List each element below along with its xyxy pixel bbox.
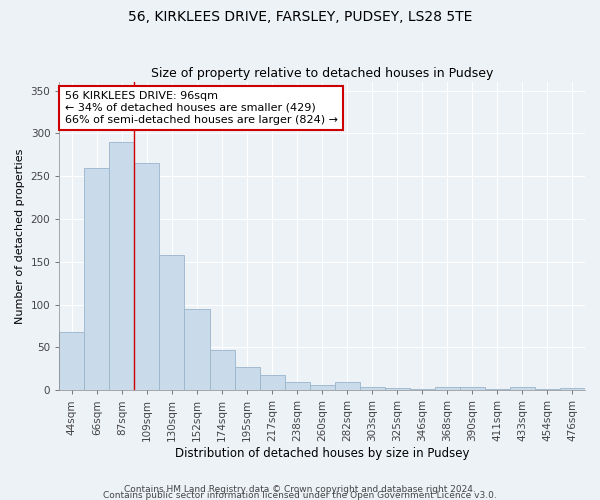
Bar — [435, 387, 460, 390]
Bar — [109, 142, 134, 390]
Bar — [360, 387, 385, 390]
Bar — [85, 168, 109, 390]
Bar — [160, 255, 184, 390]
Bar — [184, 309, 209, 390]
Bar — [235, 367, 260, 390]
Bar — [284, 382, 310, 390]
Bar — [209, 350, 235, 391]
Bar — [385, 388, 410, 390]
Bar — [510, 387, 535, 390]
Bar — [560, 388, 585, 390]
Title: Size of property relative to detached houses in Pudsey: Size of property relative to detached ho… — [151, 66, 493, 80]
Text: Contains public sector information licensed under the Open Government Licence v3: Contains public sector information licen… — [103, 490, 497, 500]
Bar — [260, 375, 284, 390]
Bar — [134, 164, 160, 390]
Bar — [310, 385, 335, 390]
Bar — [460, 387, 485, 390]
Text: 56, KIRKLEES DRIVE, FARSLEY, PUDSEY, LS28 5TE: 56, KIRKLEES DRIVE, FARSLEY, PUDSEY, LS2… — [128, 10, 472, 24]
Y-axis label: Number of detached properties: Number of detached properties — [15, 148, 25, 324]
X-axis label: Distribution of detached houses by size in Pudsey: Distribution of detached houses by size … — [175, 447, 469, 460]
Text: 56 KIRKLEES DRIVE: 96sqm
← 34% of detached houses are smaller (429)
66% of semi-: 56 KIRKLEES DRIVE: 96sqm ← 34% of detach… — [65, 92, 338, 124]
Bar — [59, 332, 85, 390]
Text: Contains HM Land Registry data © Crown copyright and database right 2024.: Contains HM Land Registry data © Crown c… — [124, 484, 476, 494]
Bar — [335, 382, 360, 390]
